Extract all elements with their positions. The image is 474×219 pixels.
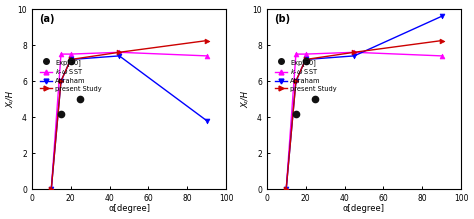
Text: (a): (a) [40,14,55,25]
Legend: Exp[30], $k$-$\omega$ SST, Abraham, present Study: Exp[30], $k$-$\omega$ SST, Abraham, pres… [273,56,339,94]
Y-axis label: Xᵣ/H: Xᵣ/H [240,91,249,108]
X-axis label: α[degree]: α[degree] [343,205,385,214]
Y-axis label: Xᵣ/H: Xᵣ/H [6,91,15,108]
Text: (b): (b) [274,14,291,25]
X-axis label: α[degree]: α[degree] [108,205,150,214]
Legend: Exp[30], $k$-$\omega$ SST, Abraham, present Study: Exp[30], $k$-$\omega$ SST, Abraham, pres… [38,56,104,94]
